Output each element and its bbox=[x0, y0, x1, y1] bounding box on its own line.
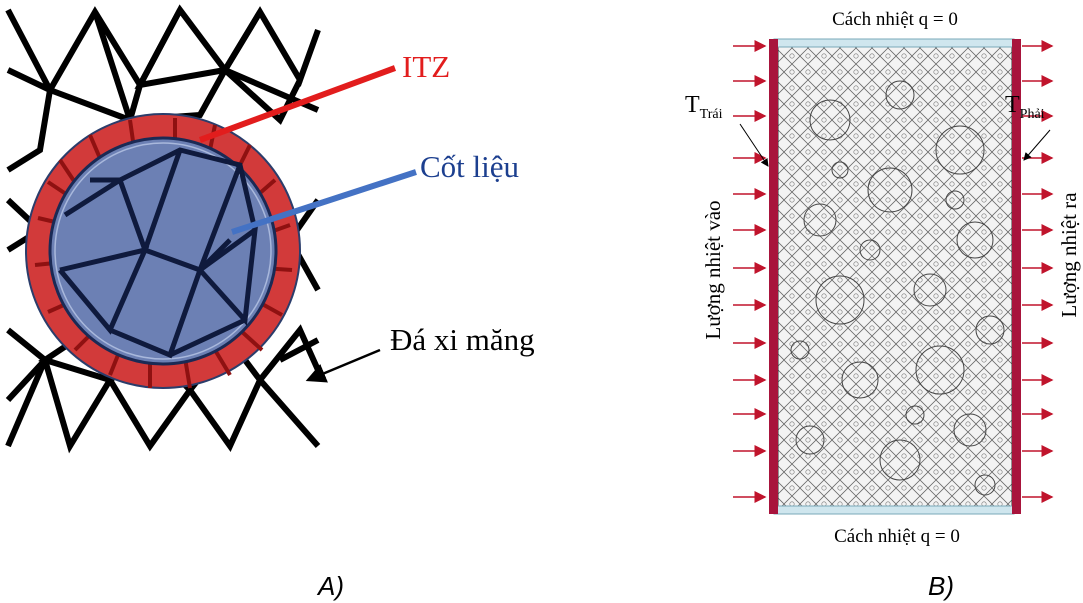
panel-a: ITZ Cốt liệu Đá xi măng A) bbox=[5, 4, 535, 601]
left-boundary bbox=[769, 39, 778, 514]
panel-b: Cách nhiệt q = 0 Cách nhiệt q = 0 TTrái … bbox=[685, 9, 1081, 601]
bottom-insulation bbox=[773, 505, 1015, 515]
inflow-label: Lượng nhiệt vào bbox=[701, 200, 725, 339]
cement-label: Đá xi măng bbox=[390, 322, 535, 357]
itz-callout: ITZ bbox=[198, 49, 450, 143]
inflow-arrows bbox=[733, 40, 767, 503]
aggregate-label: Cốt liệu bbox=[420, 149, 519, 184]
right-temperature-label: TPhải bbox=[1005, 92, 1051, 161]
right-boundary bbox=[1012, 39, 1021, 514]
caption-b: B) bbox=[928, 571, 954, 601]
svg-text:TPhải: TPhải bbox=[1005, 92, 1045, 122]
aggregate-core bbox=[48, 136, 278, 366]
specimen-mesh bbox=[777, 46, 1013, 507]
top-insulation bbox=[773, 38, 1015, 48]
outflow-arrows bbox=[1022, 40, 1054, 503]
left-temp-subscript: Trái bbox=[700, 107, 723, 122]
aggregate-callout: Cốt liệu bbox=[231, 149, 519, 235]
itz-label: ITZ bbox=[402, 49, 450, 84]
outflow-label: Lượng nhiệt ra bbox=[1057, 192, 1081, 318]
cement-callout: Đá xi măng bbox=[305, 322, 535, 383]
right-temp-symbol: T bbox=[1005, 92, 1020, 118]
caption-a: A) bbox=[316, 571, 344, 601]
svg-text:TTrái: TTrái bbox=[685, 92, 723, 122]
bottom-insulation-label: Cách nhiệt q = 0 bbox=[834, 526, 960, 547]
aggregate-mesh bbox=[58, 147, 259, 359]
right-temp-subscript: Phải bbox=[1020, 107, 1045, 122]
left-temperature-label: TTrái bbox=[685, 92, 769, 167]
aggregate-circles bbox=[790, 80, 1005, 496]
left-temp-symbol: T bbox=[685, 92, 700, 118]
top-insulation-label: Cách nhiệt q = 0 bbox=[832, 9, 958, 30]
